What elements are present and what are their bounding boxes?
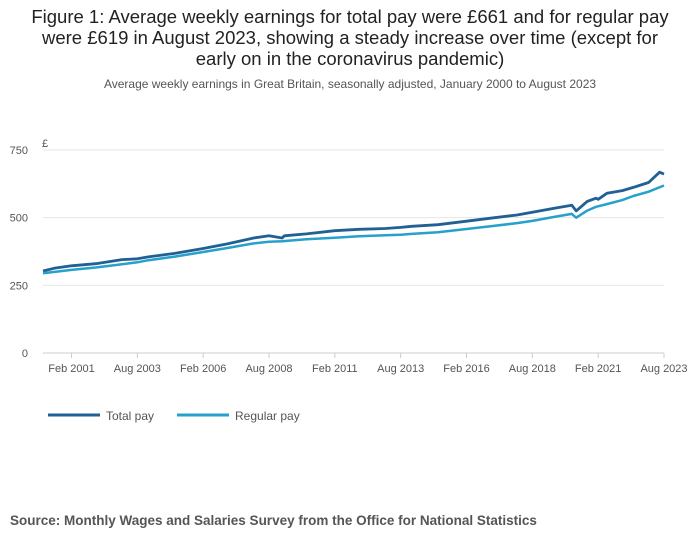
x-tick-label: Aug 2023: [640, 363, 687, 375]
y-tick-label: 750: [10, 145, 28, 157]
legend: Total pay Regular pay: [48, 409, 300, 423]
x-tick-label: Feb 2001: [48, 363, 94, 375]
x-tick-label: Feb 2021: [575, 363, 621, 375]
x-tick-label: Aug 2018: [509, 363, 556, 375]
y-tick-label: 500: [10, 213, 28, 225]
series-lines: [42, 170, 665, 275]
legend-label: Total pay: [106, 409, 154, 423]
y-axis: 0 250 500 750 £: [10, 138, 48, 360]
y-tick-label: 250: [10, 280, 28, 292]
x-tick-label: Feb 2011: [312, 363, 358, 375]
x-tick-label: Aug 2008: [245, 363, 292, 375]
x-tick-label: Aug 2013: [377, 363, 424, 375]
x-axis: Feb 2001 Aug 2003 Feb 2006 Aug 2008 Feb 2011…: [48, 353, 688, 375]
x-tick-label: Feb 2006: [180, 363, 226, 375]
chart-subtitle: Average weekly earnings in Great Britain…: [103, 77, 597, 91]
source-note: Source: Monthly Wages and Salaries Surve…: [10, 513, 537, 528]
gridlines: [43, 149, 664, 354]
x-tick-label: Feb 2016: [443, 363, 489, 375]
series-line-regular-pay: [42, 184, 665, 275]
y-unit-label: £: [42, 138, 48, 150]
series-line-total-pay: [42, 170, 665, 273]
y-tick-label: 0: [22, 348, 28, 360]
x-tick-label: Aug 2003: [114, 363, 161, 375]
legend-label: Regular pay: [235, 409, 300, 423]
chart-title: Figure 1: Average weekly earnings for to…: [31, 6, 669, 69]
